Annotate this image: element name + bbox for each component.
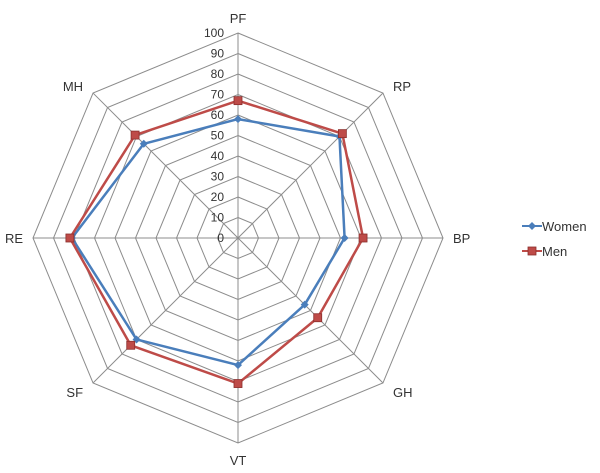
radial-tick-label: 30 [211,170,225,184]
data-point-women-pf [234,115,242,124]
category-label-sf: SF [66,385,83,400]
legend-item-men: Men [522,244,567,259]
radial-tick-label: 40 [211,149,225,163]
data-point-women-mh [139,139,148,148]
legend-label: Women [542,219,587,234]
grid-spoke [92,237,239,384]
series-men [65,96,368,388]
radial-tick-label: 100 [204,26,224,40]
legend-marker [527,246,537,256]
radial-tick-labels: 0 10 20 30 40 50 60 70 80 90 100 [204,26,224,245]
grid-spoke [92,92,239,239]
category-label-bp: BP [453,231,470,246]
data-point-men-vt [233,379,243,388]
category-label-pf: PF [230,11,247,26]
legend-marker [528,222,536,230]
category-label-vt: VT [230,453,247,468]
grid-spoke [237,92,384,239]
category-label-re: RE [5,231,23,246]
data-point-men-bp [358,233,368,243]
radar-grid [32,32,444,444]
data-point-men-pf [233,96,243,106]
category-labels: PF RP BP GH VT SF RE MH [5,11,470,468]
category-label-gh: GH [393,385,413,400]
radial-tick-label: 60 [211,108,225,122]
radial-tick-label: 80 [211,67,225,81]
data-point-women-bp [340,234,349,242]
data-point-men-mh [130,130,140,140]
data-point-men-rp [337,129,347,139]
radial-tick-label: 20 [211,190,225,204]
radial-tick-label: 0 [217,231,224,245]
series-women [67,115,349,370]
radial-tick-label: 90 [211,47,225,61]
category-label-rp: RP [393,79,411,94]
data-point-women-gh [300,300,309,309]
category-label-mh: MH [63,79,83,94]
data-point-men-re [65,233,75,243]
grid-spoke [237,237,384,384]
legend-label: Men [542,244,567,259]
data-point-men-gh [313,313,323,323]
data-point-men-sf [126,340,136,350]
radial-tick-label: 70 [211,88,225,102]
radial-tick-label: 50 [211,129,225,143]
legend: Women Men [522,219,587,259]
data-point-women-vt [234,361,242,370]
legend-item-women: Women [522,219,587,234]
radial-tick-label: 10 [211,211,225,225]
series-layer [65,96,368,388]
